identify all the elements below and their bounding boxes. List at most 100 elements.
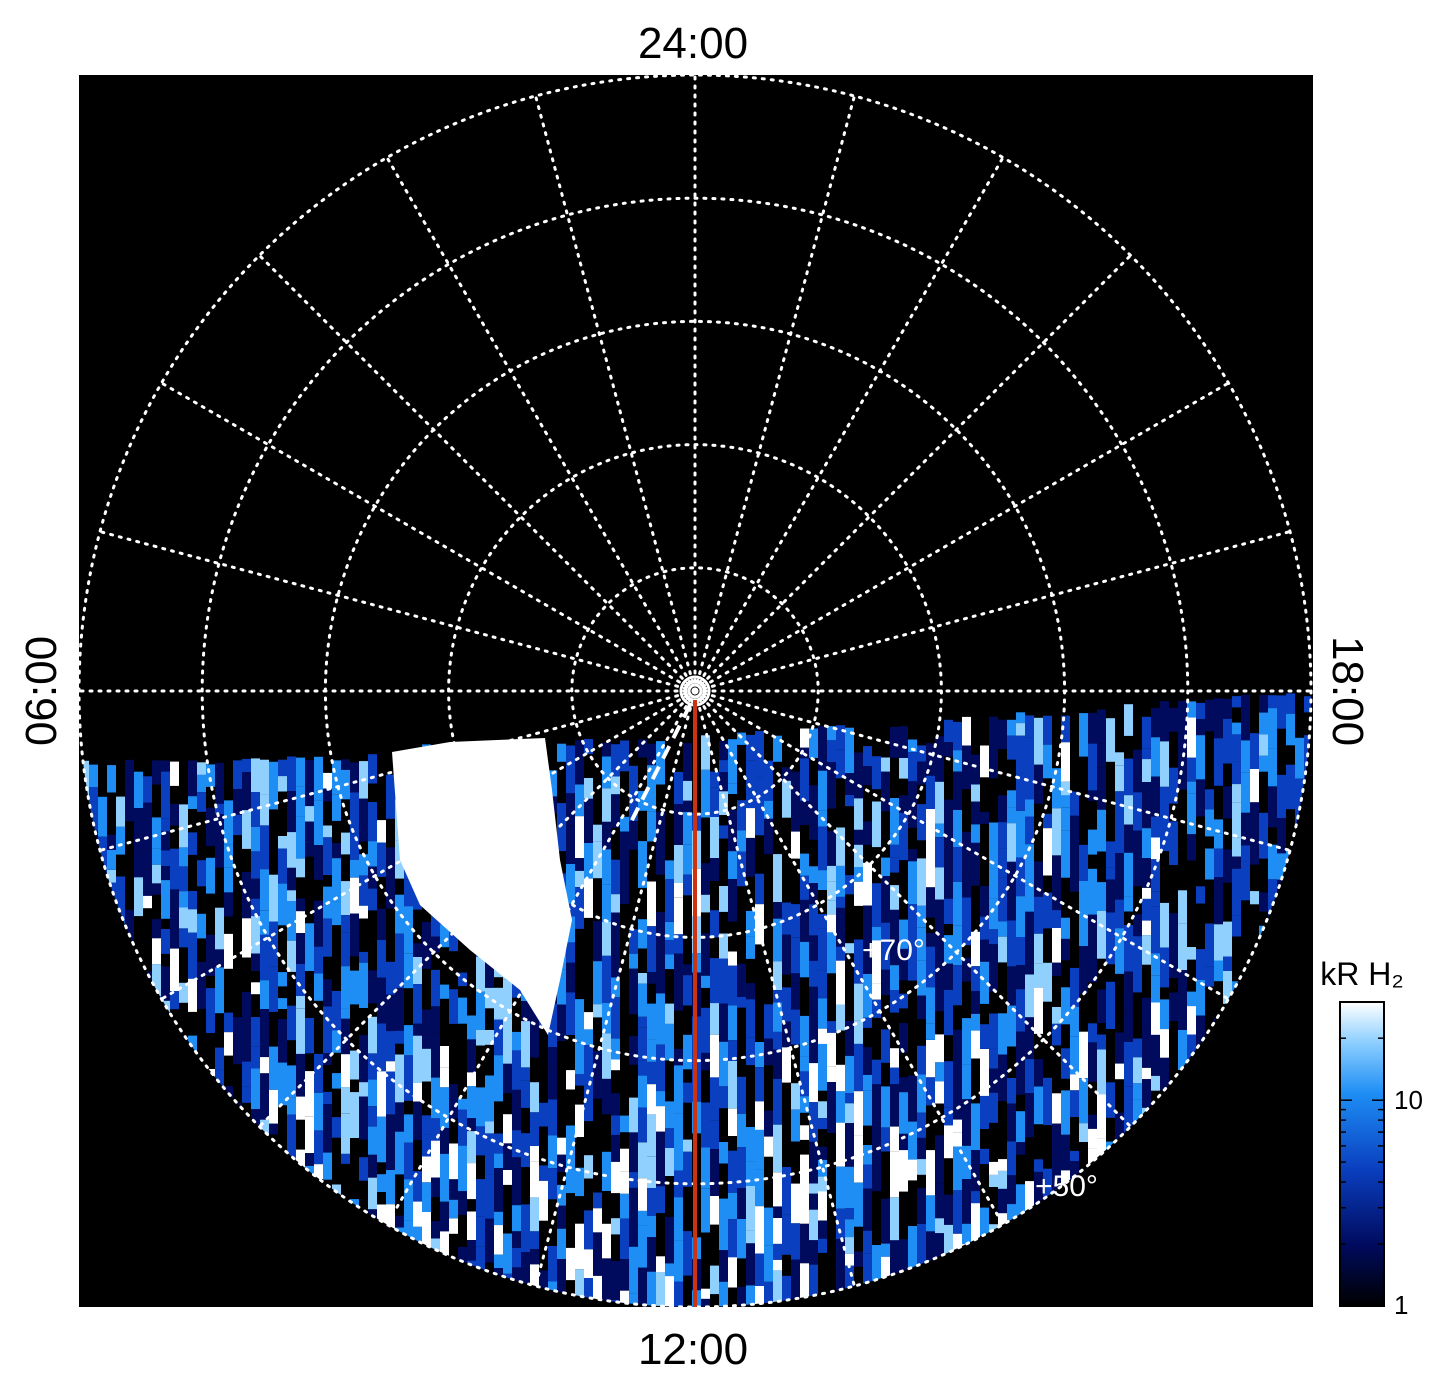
emission-cell xyxy=(440,1046,449,1068)
emission-cell xyxy=(809,1264,818,1307)
emission-cell xyxy=(548,1168,557,1200)
emission-cell xyxy=(998,795,1007,823)
emission-cell xyxy=(728,1150,737,1193)
emission-cell xyxy=(980,811,989,824)
emission-cell xyxy=(971,1103,980,1150)
emission-cell xyxy=(1124,896,1133,912)
emission-cell xyxy=(1259,695,1268,713)
emission-cell xyxy=(1241,694,1250,741)
emission-cell xyxy=(674,953,683,999)
emission-cell xyxy=(215,814,224,826)
emission-cell xyxy=(1115,928,1124,974)
emission-cell xyxy=(1268,844,1277,880)
emission-cell xyxy=(881,922,890,970)
emission-cell xyxy=(647,1061,656,1085)
emission-cell xyxy=(197,860,206,887)
emission-cell xyxy=(1259,892,1268,912)
emission-cell xyxy=(1106,933,1115,965)
emission-cell xyxy=(107,765,116,793)
emission-cell xyxy=(620,1148,629,1172)
emission-cell xyxy=(683,780,692,801)
emission-cell xyxy=(530,1082,539,1113)
emission-cell xyxy=(665,954,674,970)
emission-cell xyxy=(845,1208,854,1220)
emission-cell xyxy=(188,796,197,809)
emission-cell xyxy=(1178,923,1187,971)
emission-cell xyxy=(935,1135,944,1165)
emission-cell xyxy=(611,912,620,930)
emission-cell xyxy=(818,1028,827,1044)
emission-cell xyxy=(1205,848,1214,880)
emission-cell xyxy=(440,984,449,999)
emission-cell xyxy=(953,1190,962,1234)
emission-cell xyxy=(1178,700,1187,729)
emission-cell xyxy=(368,970,377,1004)
emission-cell xyxy=(998,1188,1007,1214)
emission-cell xyxy=(917,1112,926,1138)
emission-cell xyxy=(863,1230,872,1254)
emission-cell xyxy=(1151,1002,1160,1035)
emission-cell xyxy=(773,854,782,902)
emission-cell xyxy=(917,761,926,785)
emission-cell xyxy=(386,847,395,872)
emission-cell xyxy=(854,752,863,799)
emission-cell xyxy=(485,1174,494,1219)
emission-cell xyxy=(665,1128,674,1149)
emission-cell xyxy=(1034,933,1043,964)
emission-cell xyxy=(233,760,242,790)
emission-cell xyxy=(89,787,98,802)
emission-cell xyxy=(926,933,935,947)
emission-cell xyxy=(575,784,584,817)
emission-cell xyxy=(458,1191,467,1215)
emission-cell xyxy=(494,1055,503,1081)
emission-cell xyxy=(1070,815,1079,845)
emission-cell xyxy=(1106,981,1115,1029)
emission-cell xyxy=(701,735,710,770)
emission-cell xyxy=(539,1180,548,1221)
emission-cell xyxy=(971,1203,980,1247)
emission-cell xyxy=(107,834,116,850)
emission-cell xyxy=(665,1263,674,1277)
emission-cell xyxy=(206,988,215,1033)
emission-cell xyxy=(251,1091,260,1109)
emission-cell xyxy=(710,817,719,859)
emission-cell xyxy=(953,810,962,848)
emission-cell xyxy=(800,1015,809,1057)
emission-cell xyxy=(1088,1042,1097,1082)
emission-cell xyxy=(341,932,350,967)
emission-cell xyxy=(233,814,242,836)
emission-cell xyxy=(296,964,305,997)
emission-cell xyxy=(314,973,323,1001)
emission-cell xyxy=(602,1151,611,1191)
emission-cell xyxy=(449,1084,458,1119)
emission-cell xyxy=(737,830,746,852)
emission-cell xyxy=(449,1218,458,1234)
emission-cell xyxy=(413,984,422,1024)
emission-cell xyxy=(278,836,287,849)
emission-cell xyxy=(251,1068,260,1091)
emission-cell xyxy=(1142,759,1151,782)
emission-cell xyxy=(827,831,836,866)
emission-cell xyxy=(1169,707,1178,732)
emission-cell xyxy=(1079,1031,1088,1079)
emission-cell xyxy=(458,1145,467,1192)
emission-cell xyxy=(665,1101,674,1129)
emission-cell xyxy=(548,1135,557,1169)
emission-cell xyxy=(1214,960,1223,982)
emission-cell xyxy=(890,909,899,947)
emission-cell xyxy=(188,932,197,979)
emission-cell xyxy=(161,866,170,881)
emission-cell xyxy=(593,1275,602,1307)
emission-cell xyxy=(152,883,161,895)
emission-cell xyxy=(1034,963,1043,988)
emission-cell xyxy=(962,1099,971,1146)
emission-cell xyxy=(368,754,377,784)
emission-cell xyxy=(989,716,998,745)
emission-cell xyxy=(530,1146,539,1162)
emission-cell xyxy=(818,826,827,871)
emission-cell xyxy=(1178,970,1187,1019)
emission-cell xyxy=(269,1123,278,1135)
emission-cell xyxy=(629,821,638,850)
emission-cell xyxy=(890,1048,899,1068)
emission-cell xyxy=(224,1012,233,1033)
